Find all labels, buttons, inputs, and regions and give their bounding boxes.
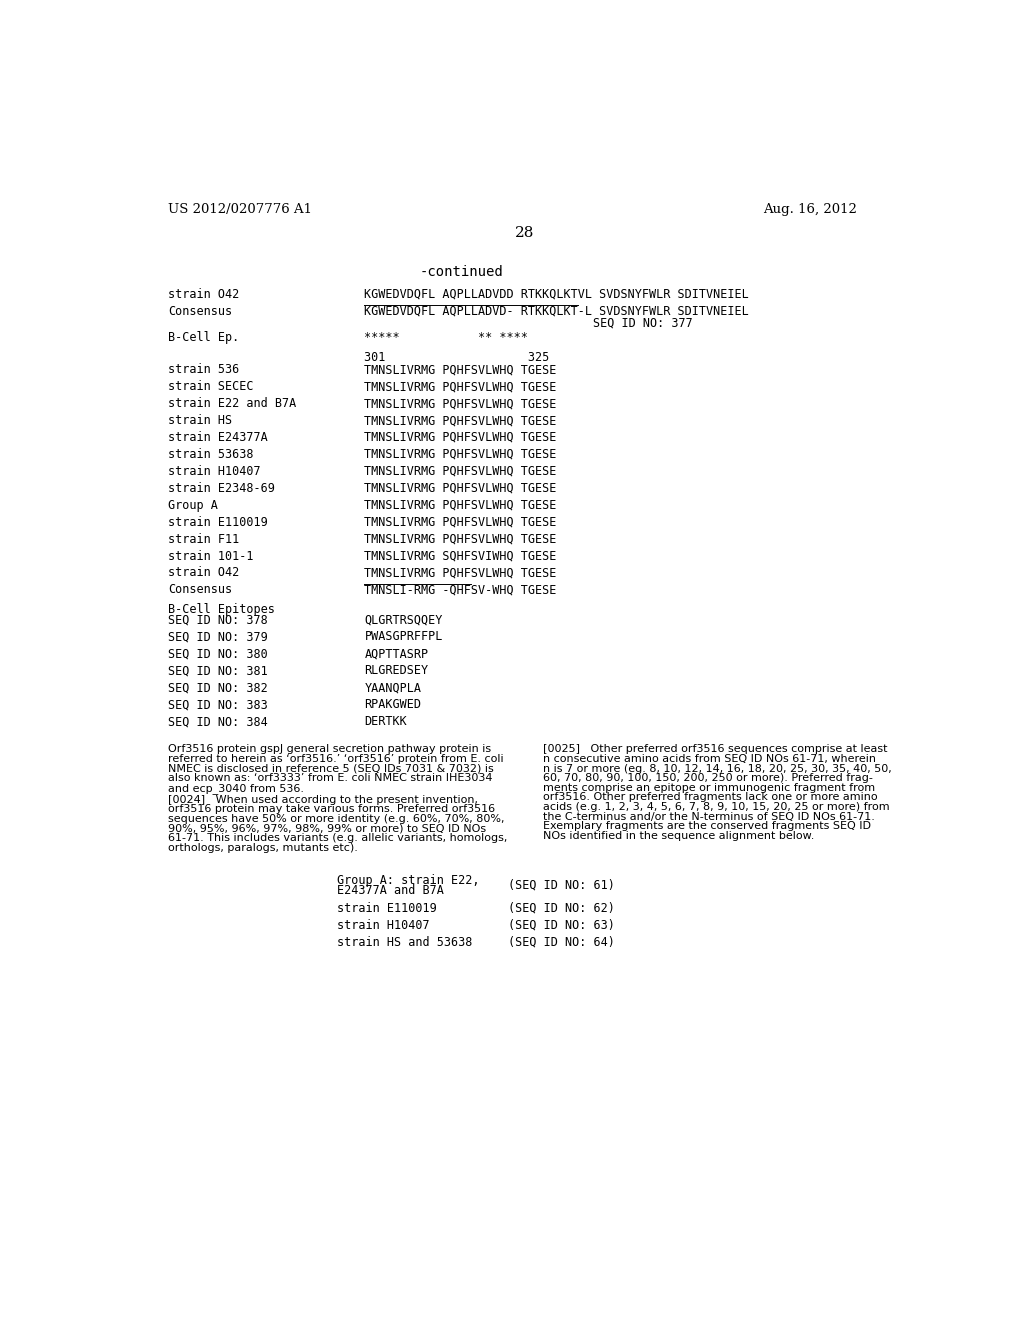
Text: Consensus: Consensus: [168, 583, 232, 597]
Text: B-Cell Ep.: B-Cell Ep.: [168, 331, 240, 345]
Text: TMNSLIVRMG PQHFSVLWHQ TGESE: TMNSLIVRMG PQHFSVLWHQ TGESE: [365, 566, 557, 579]
Text: SEQ ID NO: 378: SEQ ID NO: 378: [168, 614, 268, 627]
Text: strain SECEC: strain SECEC: [168, 380, 254, 393]
Text: SEQ ID NO: 384: SEQ ID NO: 384: [168, 715, 268, 729]
Text: n is 7 or more (eg. 8, 10, 12, 14, 16, 18, 20, 25, 30, 35, 40, 50,: n is 7 or more (eg. 8, 10, 12, 14, 16, 1…: [543, 763, 891, 774]
Text: *****           ** ****: ***** ** ****: [365, 331, 528, 345]
Text: strain F11: strain F11: [168, 533, 240, 545]
Text: -continued: -continued: [420, 264, 503, 279]
Text: YAANQPLA: YAANQPLA: [365, 681, 421, 694]
Text: KGWEDVDQFL AQPLLADVDD RTKKQLKTVL SVDSNYFWLR SDITVNEIEL: KGWEDVDQFL AQPLLADVDD RTKKQLKTVL SVDSNYF…: [365, 288, 750, 301]
Text: TMNSLIVRMG PQHFSVLWHQ TGESE: TMNSLIVRMG PQHFSVLWHQ TGESE: [365, 516, 557, 529]
Text: SEQ ID NO: 377: SEQ ID NO: 377: [593, 317, 693, 329]
Text: strain H10407: strain H10407: [337, 919, 430, 932]
Text: SEQ ID NO: 383: SEQ ID NO: 383: [168, 698, 268, 711]
Text: (SEQ ID NO: 64): (SEQ ID NO: 64): [508, 936, 614, 949]
Text: strain E22 and B7A: strain E22 and B7A: [168, 397, 297, 411]
Text: NOs identified in the sequence alignment below.: NOs identified in the sequence alignment…: [543, 832, 814, 841]
Text: orf3516. Other preferred fragments lack one or more amino: orf3516. Other preferred fragments lack …: [543, 792, 878, 803]
Text: TMNSLIVRMG PQHFSVLWHQ TGESE: TMNSLIVRMG PQHFSVLWHQ TGESE: [365, 380, 557, 393]
Text: [0024]   When used according to the present invention,: [0024] When used according to the presen…: [168, 795, 478, 805]
Text: [0025]   Other preferred orf3516 sequences comprise at least: [0025] Other preferred orf3516 sequences…: [543, 744, 887, 754]
Text: strain 101-1: strain 101-1: [168, 549, 254, 562]
Text: B-Cell Epitopes: B-Cell Epitopes: [168, 603, 275, 616]
Text: Exemplary fragments are the conserved fragments SEQ ID: Exemplary fragments are the conserved fr…: [543, 821, 870, 832]
Text: AQPTTASRP: AQPTTASRP: [365, 647, 428, 660]
Text: TMNSLIVRMG PQHFSVLWHQ TGESE: TMNSLIVRMG PQHFSVLWHQ TGESE: [365, 465, 557, 478]
Text: US 2012/0207776 A1: US 2012/0207776 A1: [168, 203, 312, 216]
Text: the C-terminus and/or the N-terminus of SEQ ID NOs 61-71.: the C-terminus and/or the N-terminus of …: [543, 812, 874, 822]
Text: n consecutive amino acids from SEQ ID NOs 61-71, wherein: n consecutive amino acids from SEQ ID NO…: [543, 754, 876, 764]
Text: SEQ ID NO: 382: SEQ ID NO: 382: [168, 681, 268, 694]
Text: sequences have 50% or more identity (e.g. 60%, 70%, 80%,: sequences have 50% or more identity (e.g…: [168, 814, 505, 824]
Text: TMNSLIVRMG PQHFSVLWHQ TGESE: TMNSLIVRMG PQHFSVLWHQ TGESE: [365, 447, 557, 461]
Text: NMEC is disclosed in reference 5 (SEQ IDs 7031 & 7032) is: NMEC is disclosed in reference 5 (SEQ ID…: [168, 763, 494, 774]
Text: E24377A and B7A: E24377A and B7A: [337, 884, 444, 898]
Text: ments comprise an epitope or immunogenic fragment from: ments comprise an epitope or immunogenic…: [543, 783, 874, 793]
Text: (SEQ ID NO: 62): (SEQ ID NO: 62): [508, 902, 614, 915]
Text: strain O42: strain O42: [168, 288, 240, 301]
Text: Group A: strain E22,: Group A: strain E22,: [337, 874, 480, 887]
Text: strain H10407: strain H10407: [168, 465, 261, 478]
Text: TMNSLIVRMG PQHFSVLWHQ TGESE: TMNSLIVRMG PQHFSVLWHQ TGESE: [365, 533, 557, 545]
Text: RLGREDSEY: RLGREDSEY: [365, 664, 428, 677]
Text: strain HS: strain HS: [168, 414, 232, 428]
Text: TMNSLIVRMG SQHFSVIWHQ TGESE: TMNSLIVRMG SQHFSVIWHQ TGESE: [365, 549, 557, 562]
Text: TMNSLIVRMG PQHFSVLWHQ TGESE: TMNSLIVRMG PQHFSVLWHQ TGESE: [365, 363, 557, 376]
Text: PWASGPRFFPL: PWASGPRFFPL: [365, 631, 442, 643]
Text: acids (e.g. 1, 2, 3, 4, 5, 6, 7, 8, 9, 10, 15, 20, 25 or more) from: acids (e.g. 1, 2, 3, 4, 5, 6, 7, 8, 9, 1…: [543, 803, 889, 812]
Text: Orf3516 protein gspJ general secretion pathway protein is: Orf3516 protein gspJ general secretion p…: [168, 744, 492, 754]
Text: Aug. 16, 2012: Aug. 16, 2012: [764, 203, 857, 216]
Text: strain E2348-69: strain E2348-69: [168, 482, 275, 495]
Text: TMNSLIVRMG PQHFSVLWHQ TGESE: TMNSLIVRMG PQHFSVLWHQ TGESE: [365, 482, 557, 495]
Text: RPAKGWED: RPAKGWED: [365, 698, 421, 711]
Text: 60, 70, 80, 90, 100, 150, 200, 250 or more). Preferred frag-: 60, 70, 80, 90, 100, 150, 200, 250 or mo…: [543, 774, 872, 783]
Text: strain E110019: strain E110019: [168, 516, 268, 529]
Text: also known as: ‘orf3333’ from E. coli NMEC strain IHE3034: also known as: ‘orf3333’ from E. coli NM…: [168, 774, 493, 783]
Text: Group A: Group A: [168, 499, 218, 512]
Text: strain 536: strain 536: [168, 363, 240, 376]
Text: and ecp_3040 from 536.: and ecp_3040 from 536.: [168, 783, 304, 793]
Text: (SEQ ID NO: 61): (SEQ ID NO: 61): [508, 879, 614, 892]
Text: referred to herein as ‘orf3516.’ ‘orf3516’ protein from E. coli: referred to herein as ‘orf3516.’ ‘orf351…: [168, 754, 504, 764]
Text: strain E24377A: strain E24377A: [168, 430, 268, 444]
Text: orf3516 protein may take various forms. Preferred orf3516: orf3516 protein may take various forms. …: [168, 804, 496, 814]
Text: 61-71. This includes variants (e.g. allelic variants, homologs,: 61-71. This includes variants (e.g. alle…: [168, 833, 508, 843]
Text: strain HS and 53638: strain HS and 53638: [337, 936, 473, 949]
Text: TMNSLIVRMG PQHFSVLWHQ TGESE: TMNSLIVRMG PQHFSVLWHQ TGESE: [365, 430, 557, 444]
Text: KGWEDVDQFL AQPLLADVD- RTKKQLKT-L SVDSNYFWLR SDITVNEIEL: KGWEDVDQFL AQPLLADVD- RTKKQLKT-L SVDSNYF…: [365, 305, 750, 318]
Text: Consensus: Consensus: [168, 305, 232, 318]
Text: SEQ ID NO: 381: SEQ ID NO: 381: [168, 664, 268, 677]
Text: strain O42: strain O42: [168, 566, 240, 579]
Text: SEQ ID NO: 380: SEQ ID NO: 380: [168, 647, 268, 660]
Text: (SEQ ID NO: 63): (SEQ ID NO: 63): [508, 919, 614, 932]
Text: strain E110019: strain E110019: [337, 902, 437, 915]
Text: strain 53638: strain 53638: [168, 447, 254, 461]
Text: TMNSLIVRMG PQHFSVLWHQ TGESE: TMNSLIVRMG PQHFSVLWHQ TGESE: [365, 414, 557, 428]
Text: 28: 28: [515, 226, 535, 240]
Text: TMNSLIVRMG PQHFSVLWHQ TGESE: TMNSLIVRMG PQHFSVLWHQ TGESE: [365, 397, 557, 411]
Text: 90%, 95%, 96%, 97%, 98%, 99% or more) to SEQ ID NOs: 90%, 95%, 96%, 97%, 98%, 99% or more) to…: [168, 824, 486, 834]
Text: DERTKK: DERTKK: [365, 715, 408, 729]
Text: TMNSLI-RMG -QHFSV-WHQ TGESE: TMNSLI-RMG -QHFSV-WHQ TGESE: [365, 583, 557, 597]
Text: QLGRTRSQQEY: QLGRTRSQQEY: [365, 614, 442, 627]
Text: SEQ ID NO: 379: SEQ ID NO: 379: [168, 631, 268, 643]
Text: orthologs, paralogs, mutants etc).: orthologs, paralogs, mutants etc).: [168, 843, 358, 853]
Text: 301                    325: 301 325: [365, 351, 550, 364]
Text: TMNSLIVRMG PQHFSVLWHQ TGESE: TMNSLIVRMG PQHFSVLWHQ TGESE: [365, 499, 557, 512]
